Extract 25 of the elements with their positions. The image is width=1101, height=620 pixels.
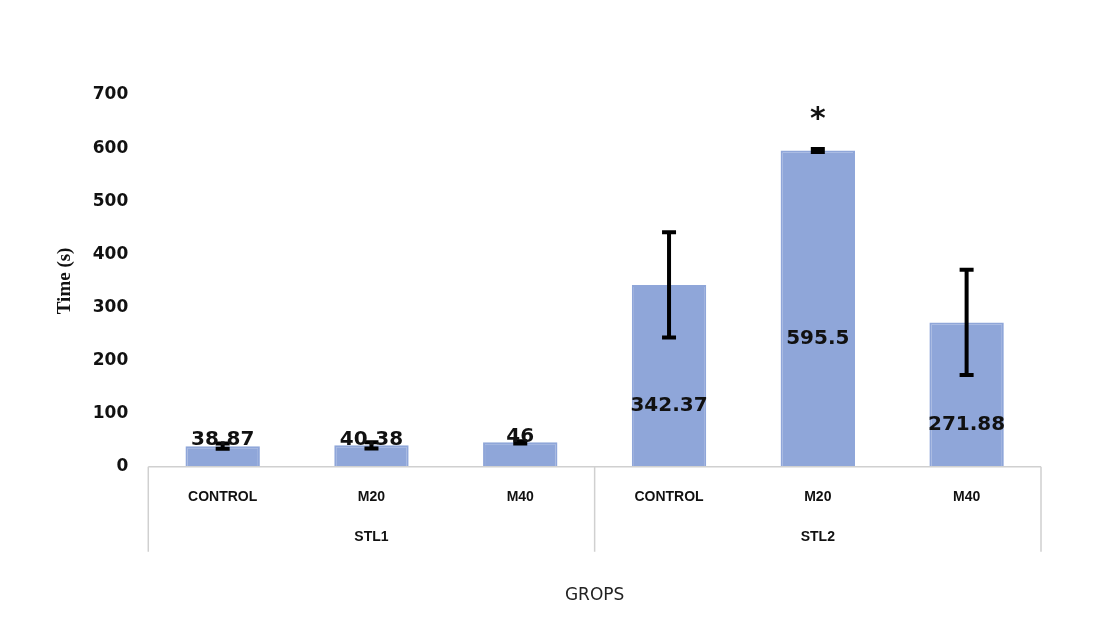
x-tick-label: M20	[357, 488, 386, 505]
y-tick-label: 200	[92, 348, 129, 369]
y-axis-title: Time (s)	[53, 247, 76, 315]
x-axis-title: GROPS	[564, 584, 625, 605]
x-tick-label: M40	[506, 488, 535, 505]
data-label: 342.37	[630, 392, 708, 417]
y-tick-label: 600	[92, 136, 129, 157]
y-tick-label: 500	[92, 189, 129, 210]
x-tick-label: M40	[952, 488, 981, 505]
y-tick-label: 100	[92, 402, 129, 423]
y-tick-label: 400	[92, 242, 129, 263]
y-tick-label: 300	[92, 295, 129, 316]
data-label: 595.5	[786, 324, 850, 349]
data-label: 40.38	[339, 425, 404, 450]
x-tick-label: CONTROL	[188, 488, 258, 505]
text: STL1	[354, 527, 389, 544]
data-label: 46	[506, 422, 535, 447]
text: STL2	[800, 527, 836, 544]
data-label: 271.88	[928, 410, 1006, 435]
x-tick-label: CONTROL	[634, 488, 705, 505]
y-tick-label: 0	[116, 455, 129, 476]
x-tick-label: M20	[804, 488, 832, 505]
y-tick-label: 700	[92, 83, 129, 104]
data-label: 38.87	[191, 426, 255, 451]
annotation: *	[809, 100, 826, 136]
